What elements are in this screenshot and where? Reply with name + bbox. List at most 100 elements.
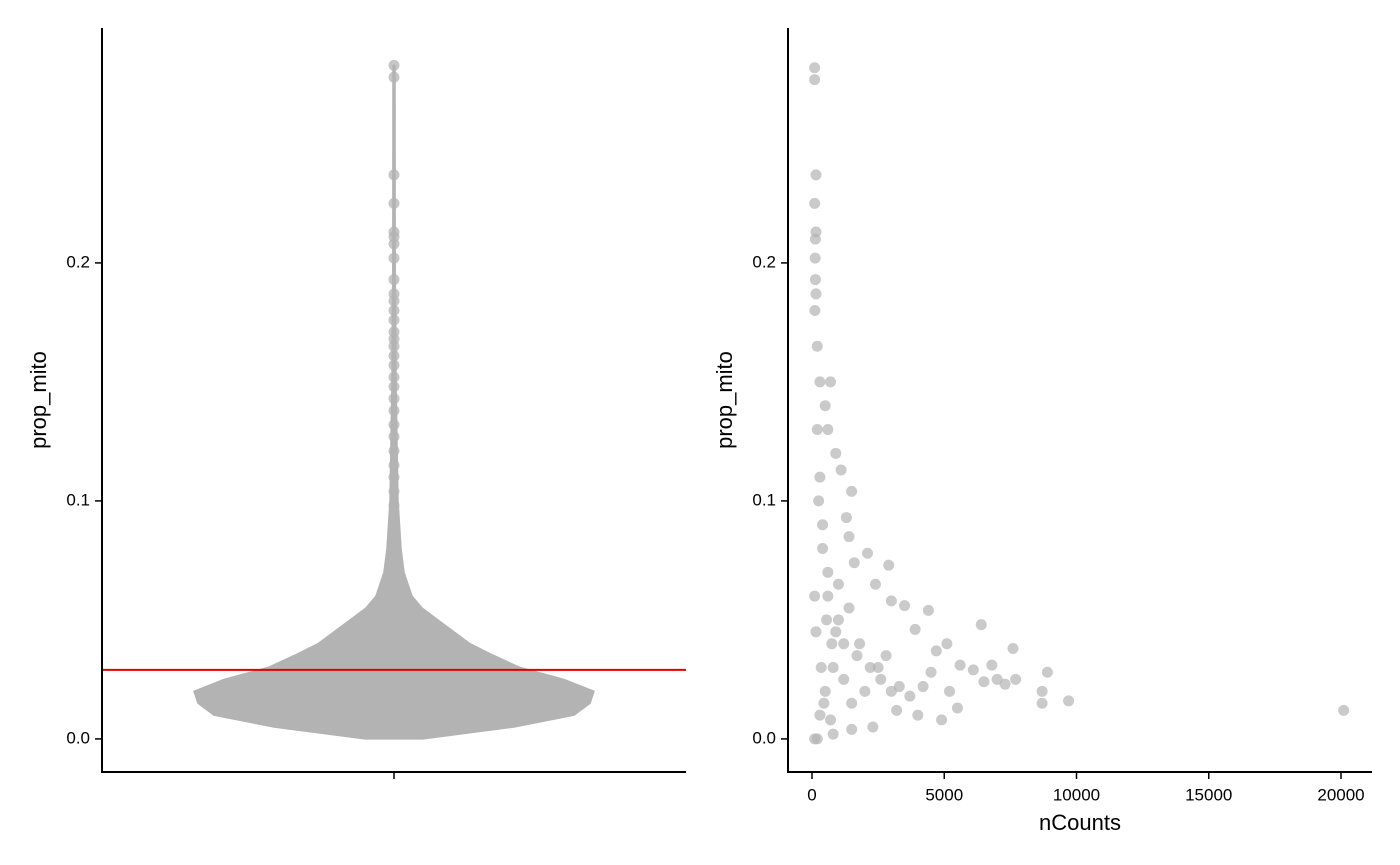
y-tick-label: 0.0 bbox=[66, 728, 90, 747]
point bbox=[388, 252, 400, 264]
point bbox=[843, 602, 855, 614]
point bbox=[388, 59, 400, 71]
point bbox=[830, 626, 842, 638]
x-tick-label: 10000 bbox=[1053, 785, 1100, 804]
point bbox=[835, 464, 847, 476]
point bbox=[1036, 697, 1048, 709]
point bbox=[891, 704, 903, 716]
point bbox=[388, 431, 400, 443]
point bbox=[821, 614, 833, 626]
point bbox=[809, 590, 821, 602]
point bbox=[825, 714, 837, 726]
point bbox=[388, 340, 400, 352]
x-tick-label: 15000 bbox=[1185, 785, 1232, 804]
point bbox=[830, 447, 842, 459]
point bbox=[930, 645, 942, 657]
y-tick-label: 0.1 bbox=[66, 490, 90, 509]
point bbox=[832, 614, 844, 626]
point bbox=[819, 400, 831, 412]
point bbox=[885, 685, 897, 697]
point bbox=[825, 376, 837, 388]
point bbox=[909, 623, 921, 635]
point bbox=[846, 485, 858, 497]
point bbox=[978, 676, 990, 688]
point bbox=[854, 638, 866, 650]
point bbox=[867, 721, 879, 733]
point bbox=[936, 714, 948, 726]
point bbox=[851, 650, 863, 662]
point bbox=[822, 424, 834, 436]
point bbox=[883, 559, 895, 571]
x-tick-label: 0 bbox=[807, 785, 816, 804]
x-axis-label: nCounts bbox=[1039, 810, 1121, 835]
point bbox=[388, 393, 400, 405]
x-tick-label: 5000 bbox=[925, 785, 963, 804]
point bbox=[872, 662, 884, 674]
point bbox=[809, 733, 821, 745]
point bbox=[388, 419, 400, 431]
point bbox=[388, 485, 400, 497]
point bbox=[838, 673, 850, 685]
point bbox=[1041, 666, 1053, 678]
point bbox=[388, 404, 400, 416]
point bbox=[809, 74, 821, 86]
point bbox=[827, 662, 839, 674]
point bbox=[818, 697, 830, 709]
point bbox=[843, 531, 855, 543]
point bbox=[814, 376, 826, 388]
point bbox=[846, 723, 858, 735]
point bbox=[388, 500, 400, 512]
point bbox=[941, 638, 953, 650]
y-tick-label: 0.2 bbox=[752, 252, 776, 271]
y-tick-label: 0.0 bbox=[752, 728, 776, 747]
y-axis-label: prop_mito bbox=[712, 351, 737, 449]
point bbox=[859, 685, 871, 697]
point bbox=[917, 681, 929, 693]
point bbox=[832, 578, 844, 590]
point bbox=[814, 709, 826, 721]
point bbox=[967, 664, 979, 676]
point bbox=[922, 604, 934, 616]
point bbox=[810, 288, 822, 300]
y-axis-label: prop_mito bbox=[26, 351, 51, 449]
point bbox=[840, 512, 852, 524]
point bbox=[814, 471, 826, 483]
point bbox=[388, 238, 400, 250]
point bbox=[388, 359, 400, 371]
point bbox=[809, 197, 821, 209]
point bbox=[912, 709, 924, 721]
point bbox=[809, 274, 821, 286]
point bbox=[809, 62, 821, 74]
point bbox=[1036, 685, 1048, 697]
point bbox=[388, 169, 400, 181]
point bbox=[846, 697, 858, 709]
point bbox=[388, 381, 400, 393]
point bbox=[809, 233, 821, 245]
point bbox=[817, 543, 829, 555]
point bbox=[904, 690, 916, 702]
point bbox=[999, 678, 1011, 690]
point bbox=[869, 578, 881, 590]
point bbox=[1338, 704, 1350, 716]
point bbox=[864, 662, 876, 674]
point bbox=[810, 626, 822, 638]
point bbox=[1010, 673, 1022, 685]
y-tick-label: 0.2 bbox=[66, 252, 90, 271]
point bbox=[880, 650, 892, 662]
y-tick-label: 0.1 bbox=[752, 490, 776, 509]
point bbox=[951, 702, 963, 714]
point bbox=[811, 424, 823, 436]
point bbox=[819, 685, 831, 697]
point bbox=[862, 547, 874, 559]
point bbox=[944, 685, 956, 697]
point bbox=[826, 638, 838, 650]
point bbox=[810, 169, 822, 181]
point bbox=[809, 305, 821, 317]
point bbox=[848, 557, 860, 569]
point bbox=[827, 728, 839, 740]
point bbox=[813, 495, 825, 507]
point bbox=[893, 681, 905, 693]
point bbox=[809, 252, 821, 264]
point bbox=[388, 305, 400, 317]
